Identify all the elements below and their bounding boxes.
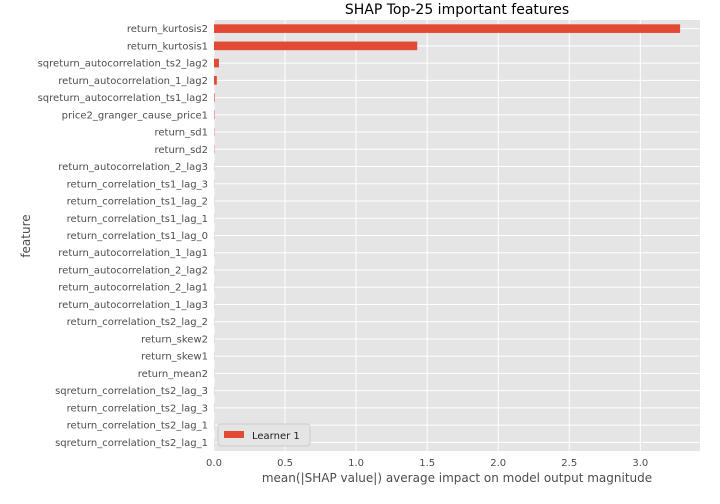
y-tick-label: return_correlation_ts2_lag_3 xyxy=(67,403,208,414)
chart-title: SHAP Top-25 important features xyxy=(345,2,569,18)
y-tick-label: return_kurtosis2 xyxy=(127,24,208,35)
y-tick-label: return_mean2 xyxy=(138,369,208,380)
bar xyxy=(214,76,217,85)
y-tick-label: return_correlation_ts1_lag_0 xyxy=(67,231,208,242)
x-tick-label: 0.0 xyxy=(206,458,222,469)
legend-swatch xyxy=(224,431,244,438)
y-tick-label: return_autocorrelation_1_lag2 xyxy=(58,76,208,87)
x-tick-labels: 0.0 0.5 1.0 1.5 2.0 2.5 3.0 xyxy=(206,458,648,469)
y-tick-label: price2_granger_cause_price1 xyxy=(62,110,208,121)
y-tick-label: return_autocorrelation_1_lag1 xyxy=(58,248,208,259)
y-tick-label: return_autocorrelation_2_lag2 xyxy=(58,265,208,276)
legend: Learner 1 xyxy=(217,423,311,447)
x-tick-label: 3.0 xyxy=(632,458,648,469)
y-tick-label: return_sd1 xyxy=(155,128,209,139)
y-tick-label: return_correlation_ts1_lag_3 xyxy=(67,179,208,190)
x-axis-title: mean(|SHAP value|) average impact on mod… xyxy=(262,471,652,485)
legend-label: Learner 1 xyxy=(252,431,300,442)
x-tick-label: 1.5 xyxy=(419,458,435,469)
y-tick-label: return_skew1 xyxy=(141,352,208,363)
bar xyxy=(214,58,219,68)
y-axis-title: feature xyxy=(19,214,33,257)
y-tick-label: sqreturn_correlation_ts2_lag_1 xyxy=(55,438,208,449)
y-tick-label: return_correlation_ts1_lag_2 xyxy=(67,197,208,208)
x-tick-label: 2.0 xyxy=(490,458,506,469)
y-tick-label: return_autocorrelation_1_lag3 xyxy=(58,300,208,311)
y-tick-label: sqreturn_autocorrelation_ts2_lag2 xyxy=(38,59,208,70)
y-tick-label: return_kurtosis1 xyxy=(127,41,208,52)
x-tick-label: 2.5 xyxy=(561,458,577,469)
x-tick-label: 0.5 xyxy=(277,458,293,469)
y-tick-label: sqreturn_correlation_ts2_lag_3 xyxy=(55,386,208,397)
y-tick-label: return_autocorrelation_2_lag1 xyxy=(58,283,208,294)
y-tick-label: return_correlation_ts2_lag_1 xyxy=(67,421,208,432)
bar xyxy=(214,41,418,51)
y-tick-label: return_skew2 xyxy=(141,334,208,345)
y-tick-label: return_autocorrelation_2_lag3 xyxy=(58,162,208,173)
y-tick-labels: return_kurtosis2 return_kurtosis1 sqreturn… xyxy=(38,24,208,449)
y-tick-label: return_correlation_ts2_lag_2 xyxy=(67,317,208,328)
legend-box xyxy=(217,423,311,447)
y-tick-label: return_sd2 xyxy=(155,145,209,156)
bars xyxy=(214,24,681,447)
bar xyxy=(214,24,681,33)
y-tick-label: return_correlation_ts1_lag_1 xyxy=(67,214,208,225)
bar xyxy=(214,93,215,102)
y-tick-label: sqreturn_autocorrelation_ts1_lag2 xyxy=(38,93,208,104)
x-tick-label: 1.0 xyxy=(348,458,364,469)
